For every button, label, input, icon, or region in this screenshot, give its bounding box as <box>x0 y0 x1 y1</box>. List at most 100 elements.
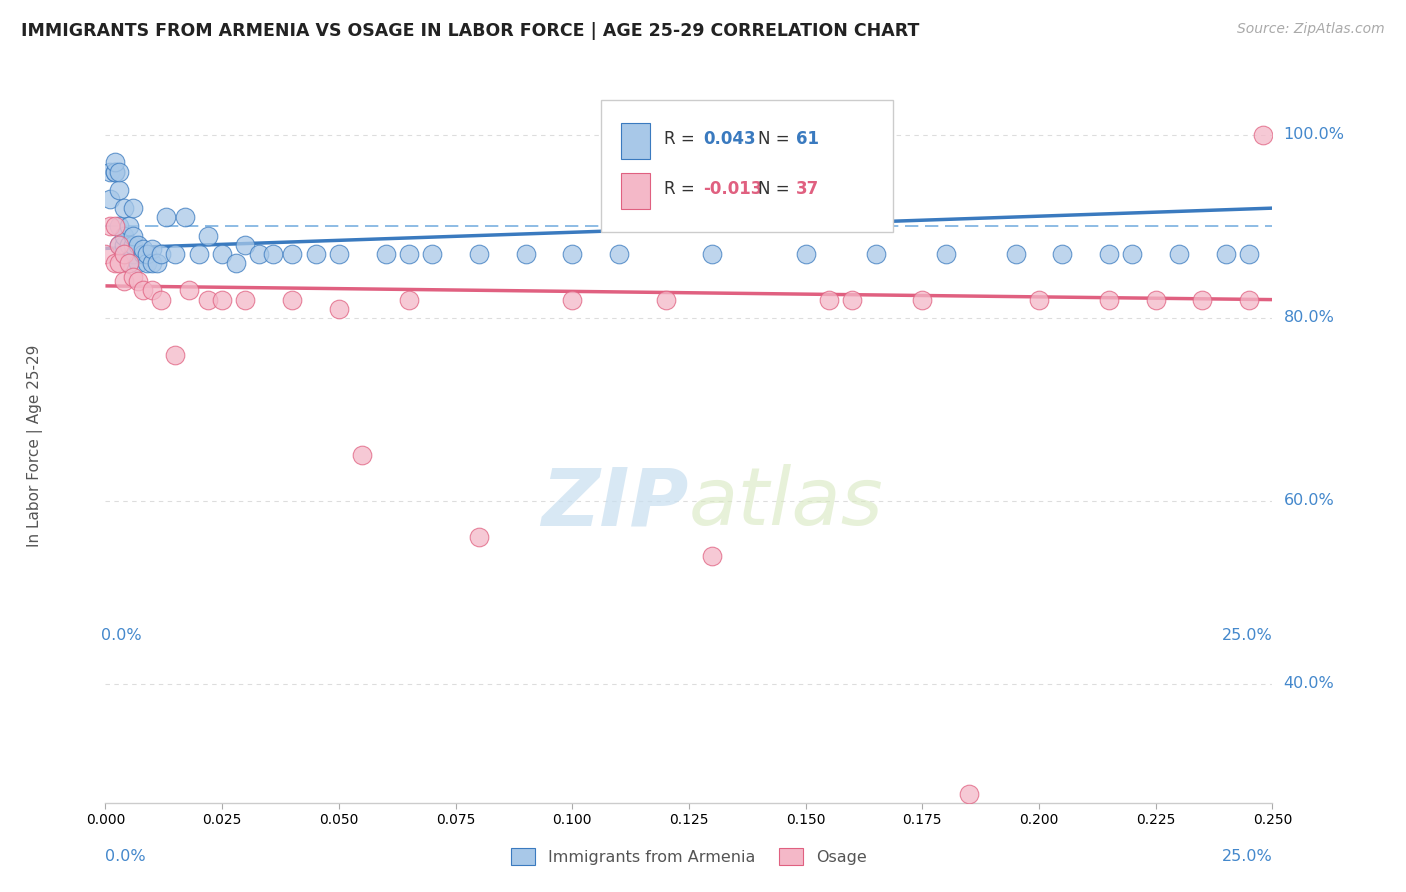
Text: 80.0%: 80.0% <box>1284 310 1334 326</box>
Point <box>935 247 957 261</box>
Point <box>398 293 420 307</box>
Text: 0.043: 0.043 <box>703 130 755 148</box>
Point <box>1237 247 1260 261</box>
Point <box>197 228 219 243</box>
Point <box>515 247 537 261</box>
Point <box>197 293 219 307</box>
Point <box>1098 247 1121 261</box>
Point <box>108 237 131 252</box>
Point <box>374 247 396 261</box>
Point <box>118 256 141 270</box>
FancyBboxPatch shape <box>602 100 893 232</box>
Text: 25.0%: 25.0% <box>1222 628 1272 643</box>
Point <box>112 247 135 261</box>
Point <box>94 247 117 261</box>
Point <box>165 247 187 261</box>
Point <box>328 247 350 261</box>
Text: ZIP: ZIP <box>541 464 689 542</box>
Point <box>352 448 374 462</box>
Point <box>118 219 141 234</box>
Text: 25.0%: 25.0% <box>1222 849 1272 864</box>
Point <box>263 247 285 261</box>
Point <box>225 256 247 270</box>
Text: 37: 37 <box>796 180 820 198</box>
Point <box>98 192 121 206</box>
Point <box>235 293 257 307</box>
Point <box>841 293 863 307</box>
Point <box>127 237 149 252</box>
Point <box>398 247 420 261</box>
Point <box>211 293 233 307</box>
Point <box>108 164 131 178</box>
Point <box>150 247 173 261</box>
Point <box>141 256 163 270</box>
Point <box>132 284 155 298</box>
Point <box>211 247 233 261</box>
Point <box>150 293 173 307</box>
Point <box>468 531 491 545</box>
Text: R =: R = <box>665 180 700 198</box>
Point <box>118 256 141 270</box>
Point <box>122 269 145 284</box>
Point <box>702 247 724 261</box>
Text: 0.0%: 0.0% <box>101 628 142 643</box>
Point <box>1052 247 1074 261</box>
Point <box>1121 247 1143 261</box>
FancyBboxPatch shape <box>621 173 651 209</box>
Point <box>112 201 135 215</box>
Point <box>702 549 724 563</box>
Point <box>281 293 304 307</box>
Point <box>1098 293 1121 307</box>
Text: N =: N = <box>758 130 794 148</box>
Point <box>957 787 980 801</box>
Text: 61: 61 <box>796 130 820 148</box>
Point <box>104 155 127 169</box>
Point <box>1215 247 1237 261</box>
Point <box>141 284 163 298</box>
Point <box>654 293 676 307</box>
Text: 100.0%: 100.0% <box>1284 128 1344 143</box>
Point <box>235 237 257 252</box>
Point <box>132 242 155 256</box>
Point <box>104 219 127 234</box>
Point <box>179 284 201 298</box>
Point <box>104 164 127 178</box>
Point <box>112 274 135 288</box>
Point <box>136 256 159 270</box>
Point <box>328 301 350 316</box>
Point <box>1191 293 1213 307</box>
Text: IMMIGRANTS FROM ARMENIA VS OSAGE IN LABOR FORCE | AGE 25-29 CORRELATION CHART: IMMIGRANTS FROM ARMENIA VS OSAGE IN LABO… <box>21 22 920 40</box>
Point <box>98 219 121 234</box>
Text: -0.013: -0.013 <box>703 180 762 198</box>
Point <box>136 247 159 261</box>
Point <box>108 256 131 270</box>
Point <box>104 164 127 178</box>
Point <box>108 219 131 234</box>
Point <box>127 274 149 288</box>
Point <box>165 347 187 361</box>
Point <box>146 256 169 270</box>
Point <box>112 228 135 243</box>
Point <box>281 247 304 261</box>
Point <box>187 247 209 261</box>
Point <box>122 247 145 261</box>
Point <box>1028 293 1050 307</box>
Point <box>1168 247 1191 261</box>
Point <box>141 242 163 256</box>
Text: 0.0%: 0.0% <box>105 849 146 864</box>
Point <box>818 293 841 307</box>
Text: N =: N = <box>758 180 794 198</box>
Point <box>118 237 141 252</box>
Point <box>122 201 145 215</box>
Point <box>911 293 934 307</box>
Point <box>122 237 145 252</box>
Point <box>304 247 326 261</box>
Text: atlas: atlas <box>689 464 884 542</box>
Point <box>420 247 443 261</box>
Point <box>249 247 271 261</box>
Point <box>561 293 583 307</box>
Legend: Immigrants from Armenia, Osage: Immigrants from Armenia, Osage <box>503 840 875 873</box>
Point <box>104 256 127 270</box>
Point <box>122 228 145 243</box>
Point <box>561 247 583 261</box>
